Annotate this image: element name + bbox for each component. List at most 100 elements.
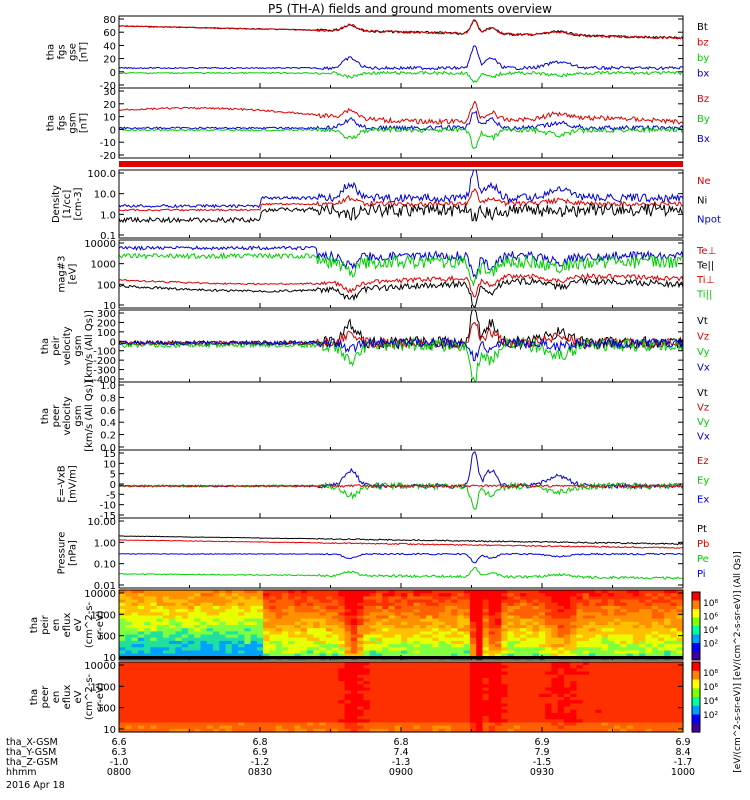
spectrogram-cell — [538, 612, 546, 617]
spectrogram-cell — [156, 712, 164, 717]
spectrogram-cell — [200, 644, 208, 648]
spectrogram-cell — [162, 697, 170, 701]
spectrogram-cell — [419, 625, 427, 629]
spectrogram-cell — [319, 687, 327, 692]
spectrogram-cell — [632, 703, 640, 708]
spectrogram-cell — [501, 625, 509, 629]
spectrogram-cell — [375, 653, 383, 658]
spectrogram-cell — [413, 677, 421, 682]
spectrogram-cell — [156, 621, 164, 626]
footer-value: 8.4 — [675, 747, 690, 758]
spectrogram-cell — [169, 644, 176, 648]
spectrogram-cell — [269, 593, 277, 597]
spectrogram-cell — [125, 637, 133, 642]
spectrogram-cell — [313, 712, 321, 717]
spectrogram-cell — [194, 628, 202, 632]
spectrogram-cell — [670, 668, 678, 673]
spectrogram-cell — [363, 728, 371, 733]
spectrogram-cell — [626, 640, 634, 645]
spectrogram-cell — [657, 615, 665, 620]
spectrogram-cell — [520, 697, 527, 701]
spectrogram-cell — [639, 653, 646, 658]
spectrogram-cell — [419, 687, 427, 692]
spectrogram-cell — [150, 687, 158, 692]
spectrogram-cell — [256, 703, 264, 708]
spectrogram-cell — [150, 612, 158, 617]
y-axis-label: [mV/m] — [68, 465, 79, 503]
spectrogram-cell — [639, 677, 646, 682]
spectrogram-cell — [206, 621, 214, 626]
spectrogram-cell — [545, 706, 552, 711]
spectrogram-cell — [507, 647, 515, 652]
spectrogram-cell — [582, 609, 590, 613]
spectrogram-cell — [119, 674, 126, 679]
spectrogram-cell — [520, 653, 527, 658]
spectrogram-cell — [263, 631, 270, 636]
spectrogram-cell — [607, 719, 615, 724]
spectrogram-cell — [294, 703, 302, 708]
spectrogram-cell — [457, 605, 465, 610]
spectrogram-cell — [137, 637, 145, 642]
spectrogram-cell — [388, 703, 396, 708]
spectrogram-cell — [401, 637, 408, 642]
spectrogram-cell — [256, 671, 264, 676]
spectrogram-cell — [513, 703, 521, 708]
spectrogram-cell — [225, 690, 233, 695]
spectrogram-cell — [181, 681, 189, 685]
spectrogram-cell — [457, 590, 465, 594]
spectrogram-cell — [357, 590, 364, 594]
spectrogram-cell — [676, 700, 684, 704]
spectrogram-cell — [332, 653, 339, 658]
y-tick-label: 0.01 — [94, 581, 116, 592]
spectrogram-cell — [169, 703, 176, 708]
spectrogram-cell — [589, 631, 596, 636]
spectrogram-cell — [457, 687, 465, 692]
spectrogram-cell — [657, 631, 665, 636]
spectrogram-cell — [307, 665, 314, 669]
spectrogram-cell — [382, 609, 390, 613]
y-tick-label: 200 — [97, 318, 116, 329]
spectrogram-cell — [319, 590, 327, 594]
spectrogram-cell — [162, 722, 170, 727]
spectrogram-cell — [332, 637, 339, 642]
spectrogram-cell — [451, 662, 458, 666]
spectrogram-cell — [307, 690, 314, 695]
spectrogram-cell — [244, 653, 252, 658]
footer-value: 1000 — [671, 767, 695, 778]
spectrogram-cell — [438, 716, 446, 720]
spectrogram-cell — [125, 590, 133, 594]
spectrogram-cell — [426, 687, 433, 692]
spectrogram-cell — [601, 703, 609, 708]
spectrogram-cell — [131, 677, 139, 682]
spectrogram-cell — [281, 697, 289, 701]
colorbar-segment — [692, 662, 700, 672]
spectrogram-cell — [513, 728, 521, 733]
spectrogram-cell — [144, 599, 151, 604]
legend-Ne: Ne — [697, 176, 711, 187]
spectrogram-cell — [457, 625, 465, 629]
spectrogram-cell — [507, 722, 515, 727]
spectrogram-cell — [256, 716, 264, 720]
spectrogram-cell — [413, 599, 421, 604]
spectrogram-cell — [576, 712, 584, 717]
spectrogram-cell — [350, 625, 358, 629]
spectrogram-cell — [407, 644, 415, 648]
spectrogram-cell — [388, 709, 396, 714]
spectrogram-cell — [551, 605, 559, 610]
spectrogram-cell — [639, 681, 646, 685]
spectrogram-cell — [557, 674, 565, 679]
spectrogram-cell — [570, 628, 578, 632]
spectrogram-cell — [238, 599, 245, 604]
spectrogram-cell — [645, 644, 653, 648]
spectrogram-cell — [238, 631, 245, 636]
spectrogram-cell — [457, 671, 465, 676]
spectrogram-cell — [632, 671, 640, 676]
spectrogram-cell — [432, 674, 440, 679]
spectrogram-cell — [294, 605, 302, 610]
spectrogram-cell — [601, 706, 609, 711]
spectrogram-cell — [476, 618, 484, 623]
spectrogram-cell — [620, 640, 628, 645]
spectrogram-cell — [225, 640, 233, 645]
spectrogram-cell — [513, 634, 521, 639]
